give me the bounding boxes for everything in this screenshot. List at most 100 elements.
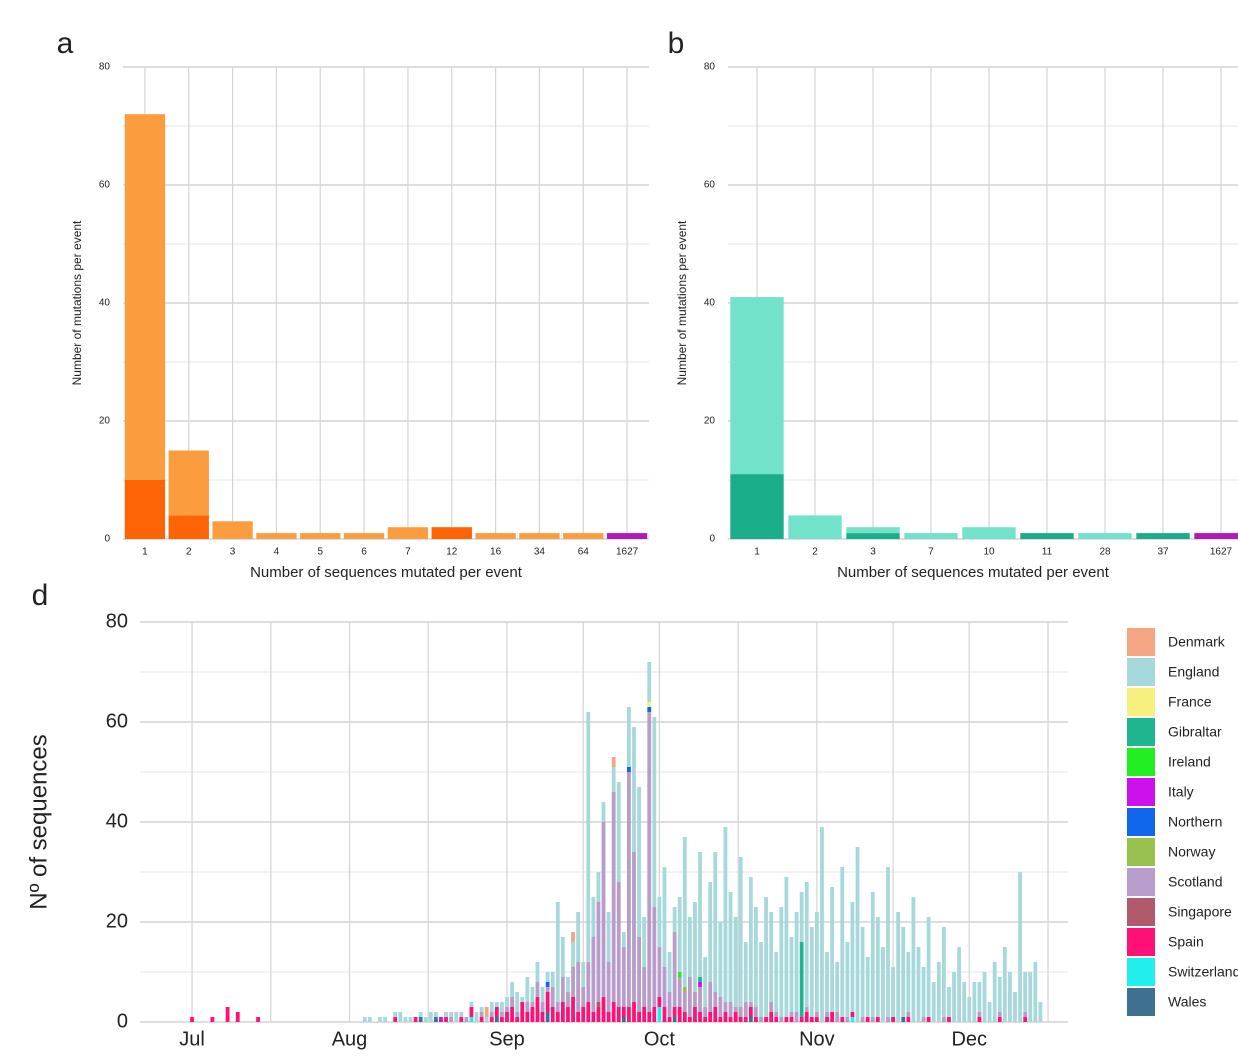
bar-segment [911,897,915,1022]
bar-segment [429,1012,433,1022]
bar-segment [698,1012,702,1022]
bar-segment [617,1007,621,1022]
bar-segment [698,977,702,982]
bar-segment [300,533,340,539]
bar-segment [637,1012,641,1022]
bar-segment [718,997,722,1017]
bar-segment [698,987,702,1012]
bar-segment [419,1017,423,1022]
x-tick-label: 10 [983,547,995,558]
bar-segment [591,897,595,937]
bar-segment [490,1017,494,1022]
y-tick-label: 40 [106,810,128,832]
bar-segment [678,977,682,1007]
legend-swatch [1127,868,1155,896]
bar-segment [795,912,799,1012]
bar-segment [840,1017,844,1022]
bar-segment [678,897,682,972]
bar-segment [708,982,712,1012]
bar-segment [673,907,677,932]
bar-segment [825,1017,829,1022]
bar-segment [683,837,687,987]
x-tick-label: Nov [799,1028,835,1050]
bar-segment [505,997,509,1007]
bar-segment [541,1002,545,1012]
x-tick-label: 64 [578,547,590,558]
bar-segment [904,533,957,539]
bar-segment [432,527,472,539]
bar-segment [637,937,641,1012]
bar-segment [566,977,570,992]
bar-segment [891,967,895,1017]
legend-label: Singapore [1168,904,1232,920]
panel-letter: a [57,27,74,60]
bar-segment [591,1012,595,1022]
bar-segment [602,997,606,1022]
bar-segment [439,1017,443,1022]
bar-segment [475,1012,479,1022]
bar-segment [571,967,575,997]
bar-segment [749,1002,753,1007]
bar-segment [851,1017,855,1022]
bar-segment [739,1017,743,1022]
bar-segment [769,912,773,1002]
bar-segment [551,972,555,987]
legend-swatch [1127,958,1155,986]
bar-segment [790,1012,794,1017]
bar-segment [561,937,565,977]
bar-segment [835,1012,839,1022]
bar-segment [810,1017,814,1022]
bar-segment [703,1017,707,1022]
bar-segment [485,1017,489,1022]
bar-segment [576,912,580,962]
bar-segment [632,852,636,1002]
bar-segment [459,1012,463,1017]
bar-segment [871,1017,875,1022]
bar-segment [519,533,559,539]
bar-segment [525,977,529,1002]
y-tick-label: 0 [709,534,715,545]
legend-label: Italy [1168,784,1194,800]
bar-segment [708,882,712,982]
bar-segment [510,1007,514,1022]
bar-segment [972,982,976,1022]
bar-segment [730,297,783,474]
bar-segment [815,1017,819,1022]
bar-segment [617,882,621,1007]
bar-segment [845,1017,849,1022]
bar-segment [1038,1002,1042,1022]
legend-label: Ireland [1168,754,1211,770]
bar-segment [1020,533,1073,539]
bar-segment [978,982,982,1012]
bar-segment [851,1012,855,1017]
bar-segment [536,982,540,997]
bar-segment [790,1017,794,1022]
bar-segment [713,852,717,992]
bar-segment [652,1007,656,1022]
y-axis-title: Nº of sequences [25,734,52,910]
bar-segment [470,1007,474,1017]
bar-segment [541,987,545,1002]
bar-segment [774,1012,778,1017]
bar-segment [617,782,621,882]
y-tick-label: 60 [704,180,716,191]
bar-segment [708,1012,712,1022]
bar-segment [459,1017,463,1022]
bar-segment [490,1012,494,1017]
bar-segment [571,997,575,1022]
bar-segment [942,1017,946,1022]
x-tick-label: Dec [951,1028,987,1050]
bar-segment [729,1002,733,1017]
bar-segment [490,1002,494,1012]
bar-segment [678,1007,682,1022]
bar-segment [800,942,804,1017]
bar-segment [779,907,783,1017]
bar-segment [693,1007,697,1022]
bar-segment [607,912,611,962]
bar-segment [815,1012,819,1017]
bar-segment [368,1017,372,1022]
bar-segment [622,947,626,1007]
bar-segment [515,992,519,1012]
y-tick-label: 40 [99,298,111,309]
